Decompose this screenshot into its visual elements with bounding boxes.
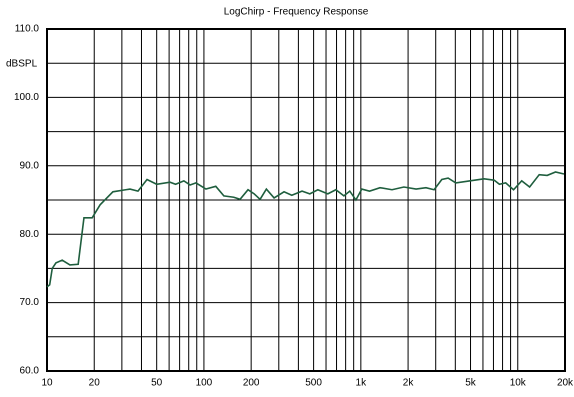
x-tick-label: 1k [356,378,368,389]
x-tick-label: 200 [243,378,260,389]
y-tick-label: 80.0 [20,229,40,240]
y-tick-label: 70.0 [20,297,40,308]
y-tick-label: 110.0 [15,24,40,35]
x-tick-label: 500 [305,378,322,389]
x-tick-label: 10k [510,378,527,389]
y-tick-label: 90.0 [20,160,40,171]
y-axis-label: dBSPL [6,59,38,70]
plot-frame [46,28,566,372]
x-tick-label: 10 [41,378,53,389]
x-tick-label: 20k [557,378,574,389]
y-tick-label: 60.0 [20,366,40,377]
x-tick-label: 20 [89,378,101,389]
x-tick-label: 50 [151,378,163,389]
y-tick-label: 100.0 [14,92,39,103]
x-tick-label: 5k [465,378,477,389]
x-tick-label: 100 [196,378,213,389]
chart-title: LogChirp - Frequency Response [224,7,369,18]
response-line [46,171,565,288]
x-tick-label: 2k [403,378,415,389]
